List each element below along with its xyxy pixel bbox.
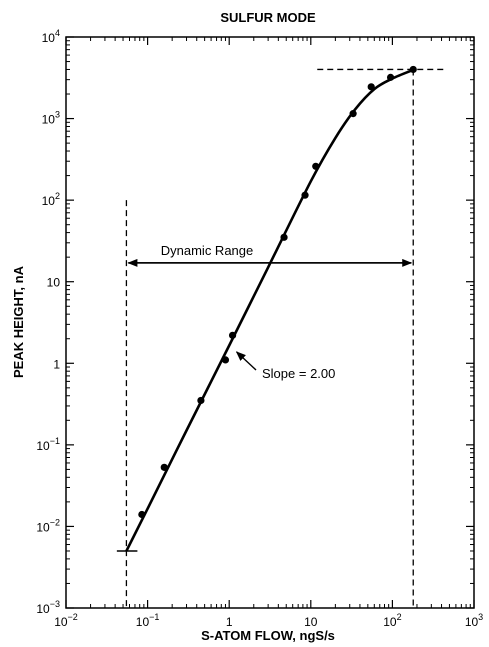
x-tick-label: 10−2 [54, 612, 78, 629]
y-tick-label: 10−3 [36, 599, 60, 616]
x-tick-label: 10 [304, 615, 318, 629]
x-axis-label: S-ATOM FLOW, ngS/s [201, 628, 335, 643]
y-tick-label: 102 [42, 191, 60, 208]
y-tick-label: 10−2 [36, 517, 60, 534]
slope-label: Slope = 2.00 [262, 366, 335, 381]
x-tick-label: 103 [465, 612, 483, 629]
x-tick-label: 1 [226, 615, 233, 629]
x-axis-ticks: 10−2 10−1 1 10 102 103 [54, 37, 483, 629]
data-point [221, 356, 230, 364]
data-points-layer [138, 65, 417, 519]
x-tick-label: 102 [383, 612, 401, 629]
fit-curve-layer [125, 68, 414, 552]
y-tick-label: 1 [53, 357, 60, 371]
y-tick-label: 10 [47, 276, 61, 290]
chart-title: SULFUR MODE [220, 10, 316, 25]
data-point [409, 65, 417, 74]
y-tick-label: 104 [42, 28, 60, 45]
fit-curve [125, 68, 414, 552]
data-point [197, 396, 205, 405]
data-point [160, 463, 168, 471]
data-point [386, 73, 395, 81]
dynamic-range-label: Dynamic Range [161, 243, 254, 258]
y-tick-label: 103 [42, 110, 60, 127]
y-tick-label: 10−1 [36, 436, 60, 453]
reference-lines [116, 68, 446, 608]
data-point [280, 233, 288, 241]
data-point [349, 110, 357, 118]
y-axis-ticks: 10−3 10−2 10−1 1 10 102 103 104 [36, 28, 474, 616]
data-point [228, 331, 237, 339]
data-point [367, 83, 375, 91]
data-point [138, 510, 146, 519]
y-axis-label: PEAK HEIGHT, nA [11, 265, 26, 378]
slope-arrow [235, 351, 257, 371]
data-point [301, 191, 309, 199]
annotations-layer: Dynamic Range Slope = 2.00 [127, 243, 413, 381]
data-point [312, 162, 320, 170]
plot-frame [65, 36, 475, 609]
x-tick-label: 10−1 [136, 612, 160, 629]
